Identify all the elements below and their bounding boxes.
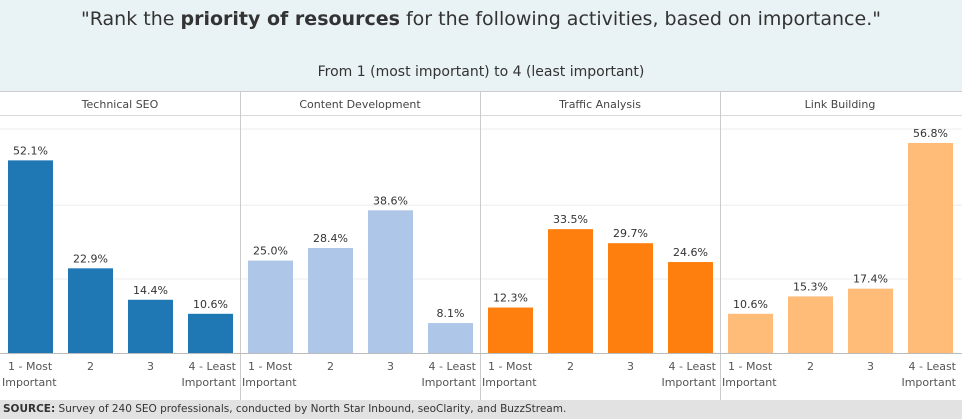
source-label: SOURCE:: [3, 403, 56, 415]
panel-title-link-building: Link Building: [805, 98, 876, 111]
data-label-link-building-1: 10.6%: [733, 298, 768, 311]
header: "Rank the priority of resources for the …: [0, 0, 962, 91]
data-label-technical-seo-4: 10.6%: [193, 298, 228, 311]
data-label-traffic-analysis-1: 12.3%: [493, 292, 528, 305]
category-label-link-building-4-line2: Important: [901, 376, 956, 389]
bar-content-development-1: [248, 260, 293, 353]
bar-link-building-3: [848, 288, 893, 353]
bar-link-building-1: [728, 313, 773, 353]
bar-technical-seo-1: [8, 160, 53, 353]
bar-traffic-analysis-3: [608, 243, 653, 353]
bar-chart: Technical SEO 52.1% 1 - Most Important 22.9%…: [0, 91, 962, 400]
bar-content-development-4: [428, 323, 473, 353]
category-label-content-development-4-line2: Important: [421, 376, 476, 389]
title-part-1: "Rank the: [81, 8, 181, 30]
category-label-content-development-1: 1 - Most: [248, 360, 293, 373]
category-label-content-development-2: 2: [327, 360, 334, 373]
title-part-2: for the following activities, based on i…: [399, 8, 881, 30]
category-label-technical-seo-1-line2: Important: [2, 376, 57, 389]
data-label-technical-seo-1: 52.1%: [13, 144, 48, 157]
bar-traffic-analysis-1: [488, 307, 533, 353]
category-label-link-building-4: 4 - Least: [909, 360, 957, 373]
source-text: Survey of 240 SEO professionals, conduct…: [58, 403, 567, 415]
category-label-technical-seo-1: 1 - Most: [8, 360, 53, 373]
data-label-link-building-4: 56.8%: [913, 127, 948, 140]
bar-traffic-analysis-4: [668, 262, 713, 353]
bar-link-building-4: [908, 143, 953, 353]
bar-content-development-3: [368, 210, 413, 353]
bar-technical-seo-4: [188, 313, 233, 353]
category-label-technical-seo-2: 2: [87, 360, 94, 373]
data-label-content-development-3: 38.6%: [373, 194, 408, 207]
bar-technical-seo-3: [128, 299, 173, 353]
title-part-bold: priority of resources: [180, 8, 400, 30]
data-label-link-building-2: 15.3%: [793, 280, 828, 293]
bar-traffic-analysis-2: [548, 229, 593, 353]
data-label-content-development-1: 25.0%: [253, 245, 288, 258]
category-label-traffic-analysis-4: 4 - Least: [669, 360, 717, 373]
category-label-link-building-1: 1 - Most: [728, 360, 773, 373]
data-label-traffic-analysis-3: 29.7%: [613, 227, 648, 240]
category-label-traffic-analysis-2: 2: [567, 360, 574, 373]
panel-title-traffic-analysis: Traffic Analysis: [558, 98, 641, 111]
category-label-traffic-analysis-1-line2: Important: [482, 376, 537, 389]
data-label-link-building-3: 17.4%: [853, 273, 888, 286]
chart-title: "Rank the priority of resources for the …: [0, 8, 962, 30]
category-label-content-development-1-line2: Important: [242, 376, 297, 389]
category-label-technical-seo-4-line2: Important: [181, 376, 236, 389]
category-label-traffic-analysis-3: 3: [627, 360, 634, 373]
panel-title-content-development: Content Development: [299, 98, 421, 111]
data-label-technical-seo-3: 14.4%: [133, 284, 168, 297]
category-label-traffic-analysis-4-line2: Important: [661, 376, 716, 389]
category-label-content-development-3: 3: [387, 360, 394, 373]
data-label-content-development-4: 8.1%: [437, 307, 465, 320]
category-label-technical-seo-4: 4 - Least: [189, 360, 237, 373]
data-label-traffic-analysis-4: 24.6%: [673, 246, 708, 259]
bar-content-development-2: [308, 248, 353, 353]
category-label-traffic-analysis-1: 1 - Most: [488, 360, 533, 373]
data-label-traffic-analysis-2: 33.5%: [553, 213, 588, 226]
category-label-link-building-2: 2: [807, 360, 814, 373]
category-label-technical-seo-3: 3: [147, 360, 154, 373]
bar-link-building-2: [788, 296, 833, 353]
category-label-content-development-4: 4 - Least: [429, 360, 477, 373]
category-label-link-building-3: 3: [867, 360, 874, 373]
chart-subtitle: From 1 (most important) to 4 (least impo…: [317, 64, 645, 80]
category-label-link-building-1-line2: Important: [722, 376, 777, 389]
panel-title-technical-seo: Technical SEO: [81, 98, 159, 111]
data-label-technical-seo-2: 22.9%: [73, 252, 108, 265]
source-footer: SOURCE: Survey of 240 SEO professionals,…: [0, 400, 962, 419]
data-label-content-development-2: 28.4%: [313, 232, 348, 245]
bar-technical-seo-2: [68, 268, 113, 353]
